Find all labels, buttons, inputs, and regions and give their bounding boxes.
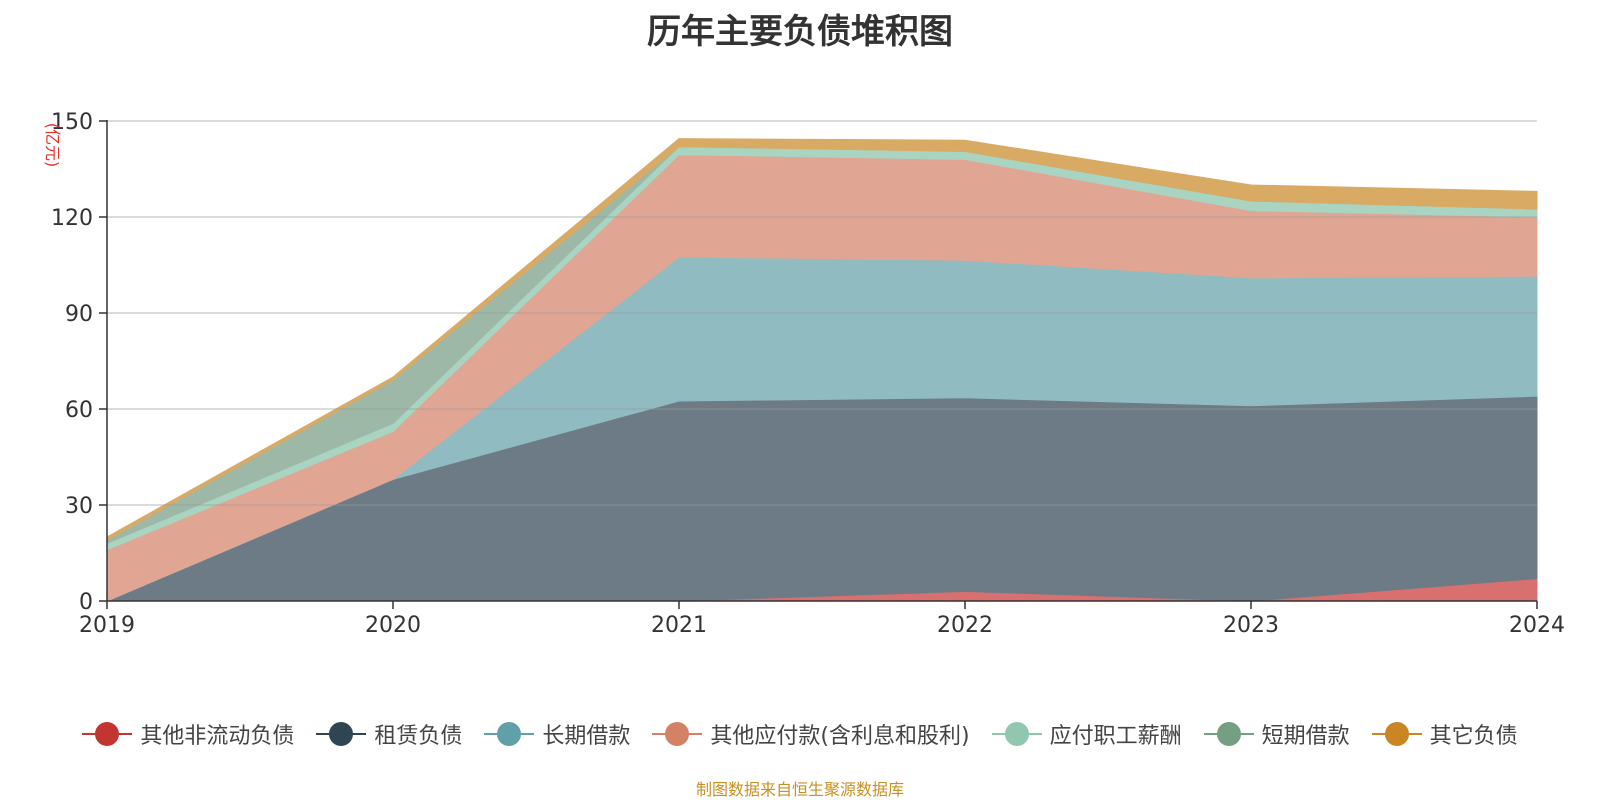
legend-label: 租赁负债 xyxy=(374,724,463,749)
source-note: 制图数据来自恒生聚源数据库 xyxy=(695,780,904,799)
legend-marker-icon xyxy=(652,722,703,746)
y-tick-label: 150 xyxy=(51,110,93,135)
legend-item-6[interactable]: 其它负债 xyxy=(1371,718,1518,750)
x-tick-label: 2020 xyxy=(365,613,421,638)
legend-item-2[interactable]: 长期借款 xyxy=(484,718,630,750)
legend-item-1[interactable]: 租赁负债 xyxy=(316,718,462,750)
legend-marker-icon xyxy=(316,722,367,746)
legend-label: 短期借款 xyxy=(1261,724,1350,749)
x-tick-label: 2023 xyxy=(1223,613,1279,638)
legend-label: 其他非流动负债 xyxy=(140,724,295,749)
legend-marker-icon xyxy=(484,722,535,746)
legend-item-3[interactable]: 其他应付款(含利息和股利) xyxy=(652,718,970,750)
axes: 0 30 60 90 120 150 2019 2020 2021 2022 2023 2024 xyxy=(51,110,1565,638)
y-tick-label: 120 xyxy=(51,206,93,231)
area-series-group xyxy=(106,138,1538,602)
legend: 其他非流动负债 租赁负债 长期借款 其他应付款(含利息和股利) 应付职工薪酬 短期借款 其它… xyxy=(0,718,1600,750)
chart-title: 历年主要负债堆积图 xyxy=(647,12,953,52)
legend-item-0[interactable]: 其他非流动负债 xyxy=(82,718,294,750)
legend-marker-icon xyxy=(1203,722,1254,746)
y-tick-label: 90 xyxy=(65,302,93,327)
x-tick-label: 2024 xyxy=(1509,613,1565,638)
legend-item-5[interactable]: 短期借款 xyxy=(1203,718,1350,750)
legend-label: 其他应付款(含利息和股利) xyxy=(710,724,970,749)
legend-label: 长期借款 xyxy=(542,724,631,749)
legend-marker-icon xyxy=(991,722,1042,746)
area-series-6[interactable] xyxy=(106,138,1538,542)
y-axis-unit-label: (亿元) xyxy=(43,123,62,168)
legend-marker-icon xyxy=(82,722,133,746)
y-tick-label: 30 xyxy=(65,494,93,519)
legend-label: 其它负债 xyxy=(1429,724,1518,749)
gridlines xyxy=(107,120,1537,506)
y-tick-label: 60 xyxy=(65,398,93,423)
legend-marker-icon xyxy=(1371,722,1422,746)
x-tick-label: 2019 xyxy=(79,613,135,638)
x-tick-label: 2022 xyxy=(937,613,993,638)
legend-label: 应付职工薪酬 xyxy=(1049,724,1182,749)
y-tick-label: 0 xyxy=(79,590,93,615)
x-tick-label: 2021 xyxy=(651,613,707,638)
legend-item-4[interactable]: 应付职工薪酬 xyxy=(991,718,1182,750)
chart-plot: 0 30 60 90 120 150 2019 2020 2021 2022 2023 2024 (亿… xyxy=(43,110,1565,638)
